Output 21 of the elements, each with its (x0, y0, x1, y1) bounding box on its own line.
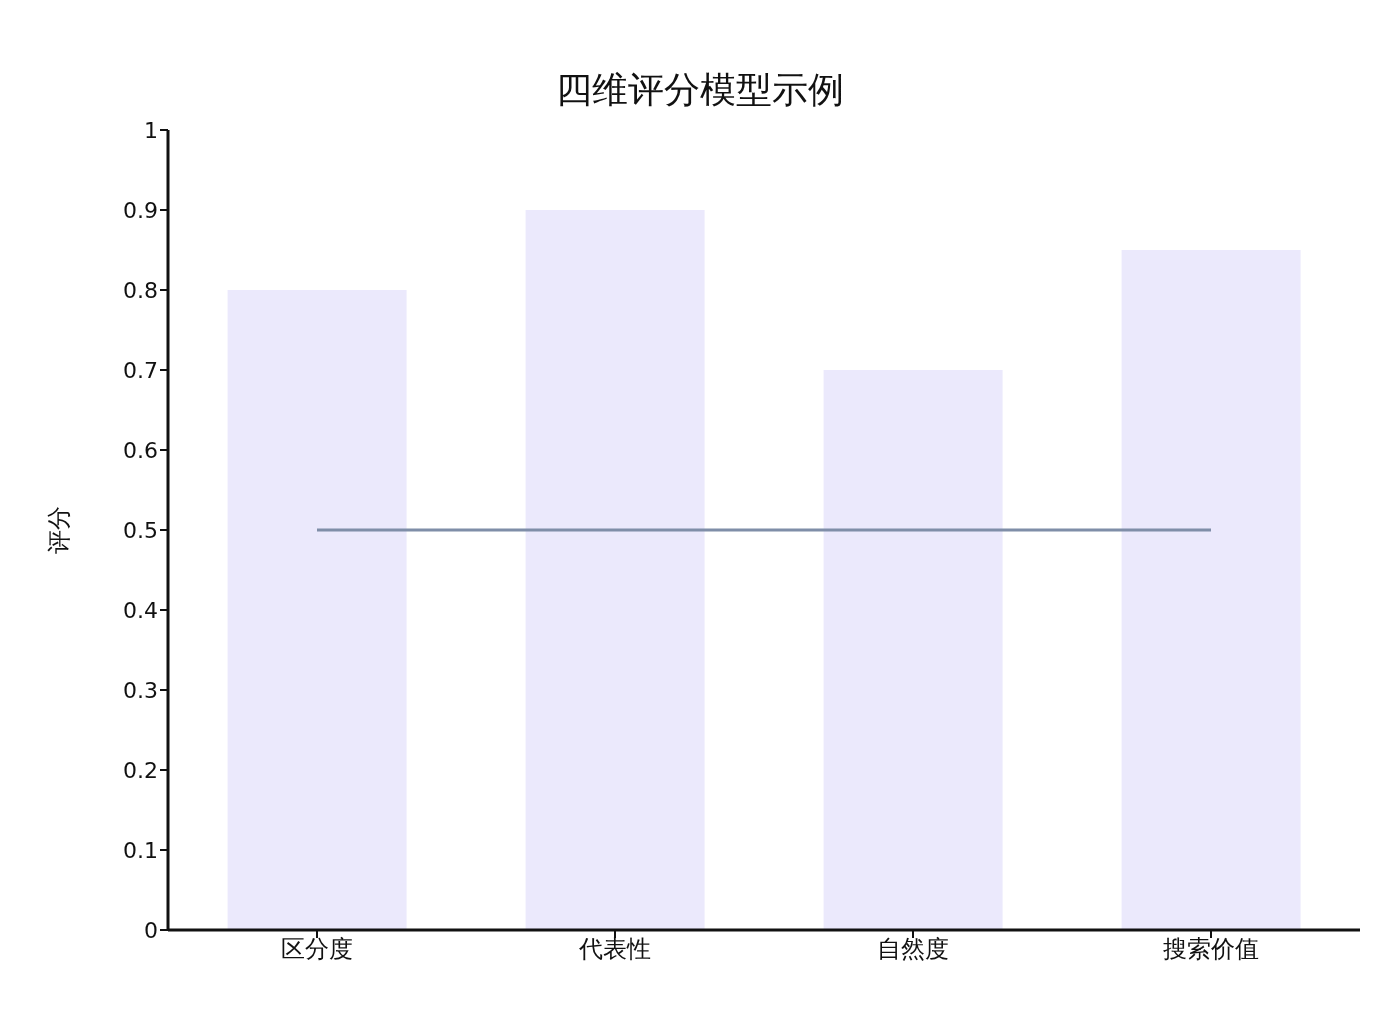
bar (525, 210, 705, 930)
y-tick-label: 0.6 (123, 437, 158, 463)
x-tick-label: 代表性 (578, 935, 651, 964)
bar (1121, 250, 1301, 930)
chart-title: 四维评分模型示例 (555, 68, 845, 112)
bar (823, 370, 1003, 930)
x-tick-label: 区分度 (281, 935, 353, 964)
x-tick-label: 搜索价值 (1163, 935, 1259, 964)
y-tick-label: 1 (144, 117, 158, 143)
y-tick-label: 0 (144, 917, 158, 943)
y-tick-label: 0.2 (123, 757, 158, 783)
x-tick-label: 自然度 (877, 935, 949, 964)
y-tick-label: 0.8 (123, 277, 158, 303)
y-tick-label: 0.4 (123, 597, 158, 623)
y-tick-label: 0.5 (123, 517, 158, 543)
bar (227, 290, 407, 930)
y-tick-label: 0.7 (123, 357, 158, 383)
y-tick-label: 0.9 (123, 197, 158, 223)
y-tick-label: 0.3 (123, 677, 158, 703)
y-tick-label: 0.1 (123, 837, 158, 863)
y-axis-title: 评分 (44, 506, 73, 554)
